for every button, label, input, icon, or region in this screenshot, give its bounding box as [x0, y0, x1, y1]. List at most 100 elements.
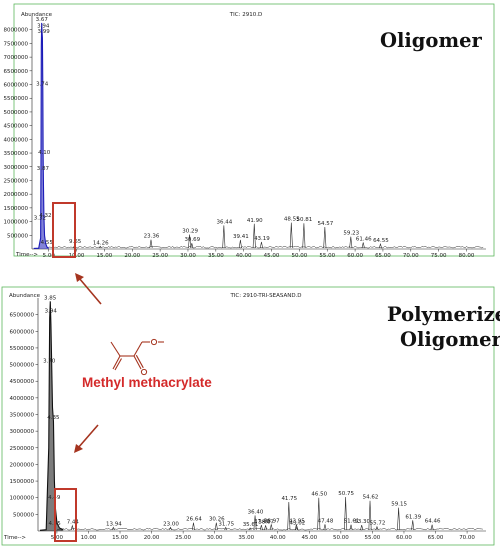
x-tick-label: 25.00	[175, 535, 191, 541]
axis-ticks: 5.00 10.00 15.00 20.00 25.00 30.00 35.00 40.00 4…	[4, 16, 486, 259]
x-tick-label: 20.00	[124, 253, 140, 259]
chart-annotation-line-2: Oligomer	[400, 328, 500, 351]
x-tick-label: 30.00	[207, 535, 223, 541]
peak-mark	[252, 223, 256, 249]
peak-mark	[98, 245, 102, 249]
peak-label: 30.26	[209, 517, 225, 523]
methyl-methacrylate-structure-icon	[110, 341, 164, 371]
peak-mark	[269, 524, 273, 531]
y-tick-label: 2500000	[10, 446, 35, 452]
peak-label: 50.75	[338, 491, 354, 497]
peak-mark	[259, 241, 263, 249]
peak-mark	[323, 524, 327, 531]
axis-ticks: 5.00 10.00 15.00 20.00 25.00 30.00 35.00 40.00 4…	[10, 298, 486, 541]
peak-label: 61.39	[405, 514, 421, 520]
peak-label: 4.10	[38, 150, 51, 156]
peak-mark	[264, 525, 268, 531]
peak-label: 50.81	[297, 217, 313, 223]
peak-label: 38.97	[264, 518, 280, 524]
peak-mark	[191, 522, 195, 531]
y-axis-label: Abundance	[9, 293, 41, 299]
peak-labels: 3.853.943.704.354.494.55 7.44 13.94 23.0026…	[43, 295, 441, 528]
oxygen-atom-icon	[140, 338, 158, 376]
x-tick-label: 55.00	[319, 253, 335, 259]
chart-oligomer: Abundance TIC: 2910.D Oligomer Time--> 5…	[4, 3, 495, 259]
chart-frame	[13, 3, 495, 257]
x-tick-label: 5.00	[51, 535, 64, 541]
peak-mark	[149, 239, 153, 249]
y-tick-label: 7000000	[4, 55, 29, 61]
y-tick-label: 6500000	[10, 313, 35, 319]
peak-label: 14.26	[93, 240, 109, 246]
y-tick-label: 3000000	[4, 165, 29, 171]
peak-label: 48.55	[284, 217, 300, 223]
y-tick-label: 6000000	[4, 83, 29, 89]
y-tick-label: 3000000	[10, 429, 35, 435]
peak-label: 7.44	[67, 520, 80, 526]
x-tick-label: 40.00	[236, 253, 252, 259]
y-tick-label: 8000000	[4, 28, 29, 34]
peak-mark	[248, 527, 252, 531]
x-tick-label: 65.00	[428, 535, 444, 541]
chart-title: TIC: 2910-TRI-SEASAND.D	[229, 293, 301, 299]
x-tick-label: 40.00	[270, 535, 286, 541]
molecule-label: Methyl methacrylate	[82, 375, 212, 390]
peak-label: 30.69	[184, 237, 200, 243]
peak-label: 54.57	[317, 221, 333, 227]
y-tick-label: 2000000	[10, 462, 35, 468]
highlight-box-bottom	[54, 488, 77, 542]
peak-label: 3.32	[34, 216, 46, 222]
data-lines	[39, 301, 483, 531]
x-tick-label: 65.00	[375, 253, 391, 259]
y-tick-label: 500000	[13, 512, 34, 518]
y-tick-label: 5000000	[10, 363, 35, 369]
peak-mark	[190, 243, 194, 249]
peak-label: 55.72	[370, 521, 386, 527]
x-tick-label: 10.00	[69, 253, 85, 259]
peak-labels: 3.673.943.993.744.103.873.324.324.55 9.65…	[34, 17, 390, 246]
peak-label: 41.75	[281, 496, 297, 502]
x-tick-label: 50.00	[333, 535, 349, 541]
peak-label: 4.35	[47, 415, 60, 421]
peak-label: 51.61	[344, 519, 360, 525]
main-peak-fill	[33, 22, 49, 249]
peak-label: 46.50	[311, 492, 327, 498]
peak-mark	[323, 227, 327, 249]
peak-label: 36.44	[216, 219, 232, 225]
y-tick-label: 500000	[7, 233, 28, 239]
peak-label: 59.15	[391, 502, 407, 508]
x-tick-label: 70.00	[459, 535, 475, 541]
x-tick-label: 30.00	[180, 253, 196, 259]
peak-mark	[224, 526, 228, 531]
y-tick-label: 7500000	[4, 41, 29, 47]
peak-mark	[344, 497, 348, 531]
peak-label: 26.64	[186, 517, 202, 523]
peak-label: 3.94	[45, 309, 58, 315]
y-tick-label: 2000000	[4, 192, 29, 198]
x-tick-label: 80.00	[459, 253, 475, 259]
peak-mark	[349, 236, 353, 249]
x-tick-label: 60.00	[347, 253, 363, 259]
peak-mark	[214, 522, 218, 531]
highlight-box-top	[52, 202, 76, 258]
x-tick-label: 25.00	[152, 253, 168, 259]
peak-mark	[378, 243, 382, 249]
x-tick-label: 5.00	[43, 253, 56, 259]
peak-mark	[259, 524, 263, 531]
y-tick-label: 4500000	[10, 379, 35, 385]
peak-mark	[397, 507, 401, 531]
x-axis-label: Time-->	[3, 535, 26, 541]
y-tick-label: 4000000	[10, 396, 35, 402]
y-tick-label: 2500000	[4, 178, 29, 184]
peak-label: 4.55	[41, 240, 54, 246]
peak-label: 64.55	[373, 238, 389, 244]
peak-label: 38.07	[258, 519, 274, 525]
x-tick-label: 15.00	[112, 535, 128, 541]
peak-mark	[411, 520, 415, 531]
x-tick-label: 60.00	[396, 535, 412, 541]
peak-mark	[111, 526, 115, 531]
peak-label: 35.61	[243, 522, 259, 528]
main-peak-fill	[39, 301, 64, 531]
arrow-down-icon	[74, 424, 99, 453]
peak-label: 3.99	[37, 29, 50, 35]
